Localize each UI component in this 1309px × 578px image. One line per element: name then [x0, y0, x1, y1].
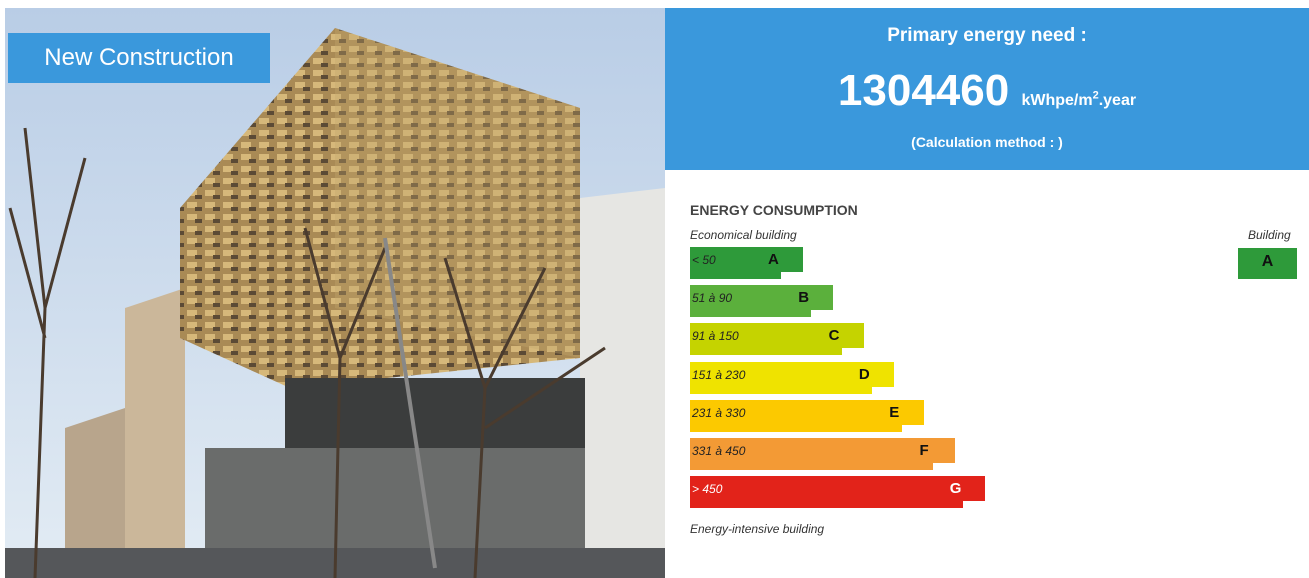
- bar-letter: G: [950, 480, 962, 497]
- bottom-label: Energy-intensive building: [690, 522, 824, 536]
- top-label: Economical building: [690, 228, 797, 242]
- bar-letter: E: [889, 404, 899, 421]
- unit-prefix: kWhpe/m: [1021, 92, 1092, 109]
- energy-bar: 51 à 90 B: [690, 285, 833, 317]
- energy-bar: 151 à 230 D: [690, 362, 894, 394]
- bar-range: 91 à 150: [692, 329, 739, 343]
- energy-value: 1304460: [838, 66, 1009, 115]
- bar-letter: D: [859, 366, 870, 383]
- energy-bar: 231 à 330 E: [690, 400, 924, 432]
- unit-suffix: .year: [1099, 92, 1136, 109]
- energy-bar: < 50 A: [690, 247, 803, 279]
- bar-range: > 450: [692, 482, 722, 496]
- building-photo: [5, 8, 665, 578]
- energy-header: Primary energy need : 1304460 kWhpe/m2.y…: [665, 8, 1309, 170]
- bar-range: < 50: [692, 253, 716, 267]
- energy-unit: kWhpe/m2.year: [1021, 92, 1136, 109]
- bar-range: 231 à 330: [692, 406, 745, 420]
- energy-bar: 91 à 150 C: [690, 323, 864, 355]
- consumption-title: ENERGY CONSUMPTION: [690, 202, 858, 218]
- bar-range: 331 à 450: [692, 444, 745, 458]
- bar-letter: F: [920, 442, 929, 459]
- bar-range: 51 à 90: [692, 291, 732, 305]
- energy-bar: 331 à 450 F: [690, 438, 955, 470]
- page: New Construction Primary energy need : 1…: [0, 0, 1309, 578]
- building-label: Building: [1248, 228, 1291, 242]
- bar-letter: A: [768, 251, 779, 268]
- energy-title: Primary energy need :: [665, 25, 1309, 47]
- badge: New Construction: [8, 33, 270, 83]
- building-class: A: [1238, 248, 1297, 279]
- bar-range: 151 à 230: [692, 368, 745, 382]
- bar-letter: B: [798, 289, 809, 306]
- bar-tip: [690, 476, 985, 501]
- energy-bar: > 450 G: [690, 476, 985, 508]
- calc-method: (Calculation method : ): [665, 134, 1309, 150]
- bar-letter: C: [829, 327, 840, 344]
- energy-value-line: 1304460 kWhpe/m2.year: [665, 66, 1309, 116]
